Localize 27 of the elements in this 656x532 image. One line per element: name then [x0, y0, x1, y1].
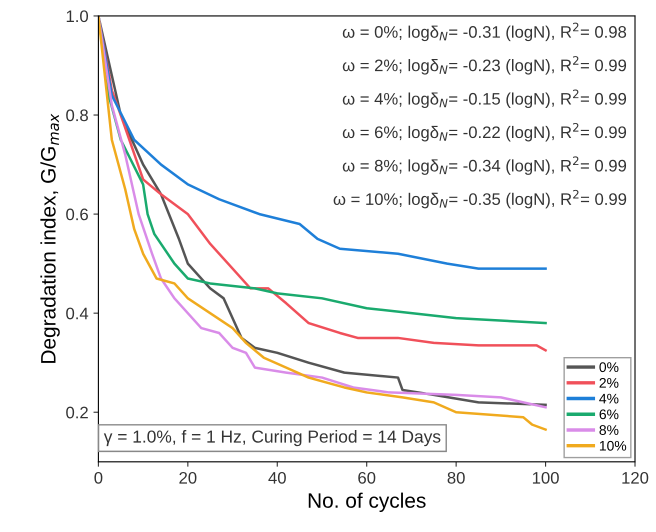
legend-label: 4% — [599, 394, 618, 404]
y-tick-label: 0.6 — [66, 208, 88, 220]
annotation: ω = 10%; logδ$_{N}$= -0.35 (logN), R$^{2}$= 0.99 — [334, 190, 626, 208]
x-tick-label: 80 — [448, 472, 465, 484]
y-axis-title: Degradation index, G/G$_{max}$ — [40, 114, 60, 363]
x-tick-label: 20 — [179, 472, 196, 484]
x-tick-label: 100 — [532, 472, 559, 484]
annotation: ω = 2%; logδ$_{N}$= -0.23 (logN), R$^{2}$= 0.99 — [342, 56, 626, 75]
x-tick-label: 60 — [358, 472, 376, 484]
legend-label: 10% — [600, 440, 626, 451]
y-tick-label: 0.8 — [66, 109, 88, 122]
annotation: ω = 0%; logδ$_{N}$= -0.31 (logN), R$^{2}$= 0.98 — [342, 22, 626, 42]
x-tick-label: 40 — [268, 472, 286, 484]
x-axis-title: No. of cycles — [308, 492, 426, 512]
x-tick-label: 120 — [622, 472, 648, 484]
legend-label: 8% — [599, 425, 618, 435]
legend-label: 6% — [600, 409, 618, 420]
annotation: ω = 6%; logδ$_{N}$= -0.22 (logN), R$^{2}$= 0.99 — [342, 122, 626, 142]
annotation: ω = 4%; logδ$_{N}$= -0.15 (logN), R$^{2}$= 0.99 — [342, 90, 626, 108]
annotation: ω = 8%; logδ$_{N}$= -0.34 (logN), R$^{2}$= 0.99 — [342, 156, 626, 175]
y-tick-label: 1.0 — [66, 10, 88, 22]
annotation: γ = 1.0%, f = 1 Hz, Curing Period = 14 Days — [104, 430, 440, 446]
y-tick-label: 0.4 — [66, 308, 88, 320]
y-tick-label: 0.2 — [66, 406, 88, 418]
legend-label: 0% — [599, 362, 618, 372]
legend-label: 2% — [600, 378, 618, 388]
x-tick-label: 0 — [94, 472, 102, 484]
